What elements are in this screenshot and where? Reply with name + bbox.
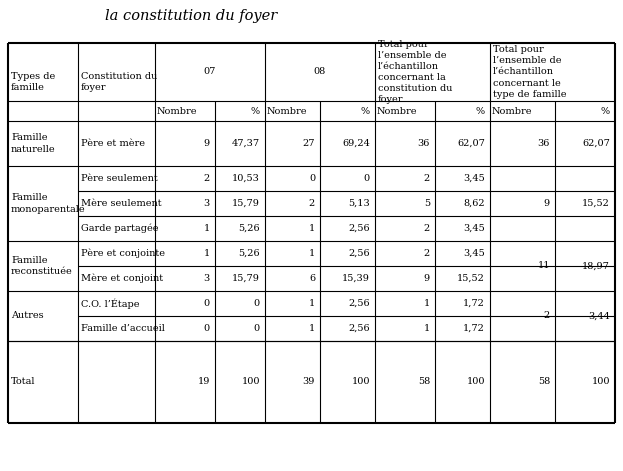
Text: 9: 9	[204, 139, 210, 148]
Text: 2,56: 2,56	[348, 324, 370, 333]
Text: Constitution du
foyer: Constitution du foyer	[81, 72, 158, 92]
Text: 3,45: 3,45	[464, 174, 485, 183]
Text: 15,52: 15,52	[457, 274, 485, 283]
Text: Mère et conjoint: Mère et conjoint	[81, 274, 163, 283]
Text: Père et conjointe: Père et conjointe	[81, 249, 165, 258]
Text: Nombre: Nombre	[492, 106, 533, 115]
Text: 36: 36	[538, 139, 550, 148]
Text: 0: 0	[204, 324, 210, 333]
Text: 2: 2	[424, 224, 430, 233]
Text: 2,56: 2,56	[348, 299, 370, 308]
Text: 5,26: 5,26	[239, 224, 260, 233]
Text: Famille
monoparentale: Famille monoparentale	[11, 194, 85, 213]
Text: 36: 36	[417, 139, 430, 148]
Text: Nombre: Nombre	[377, 106, 417, 115]
Text: 5,13: 5,13	[348, 199, 370, 208]
Text: Père seulement: Père seulement	[81, 174, 158, 183]
Text: C.O. l’Étape: C.O. l’Étape	[81, 298, 140, 309]
Text: 1: 1	[309, 324, 315, 333]
Text: 1: 1	[309, 249, 315, 258]
Text: 8,62: 8,62	[464, 199, 485, 208]
Text: 08: 08	[314, 67, 326, 76]
Text: 3: 3	[204, 274, 210, 283]
Text: 100: 100	[242, 377, 260, 387]
Text: 100: 100	[591, 377, 610, 387]
Text: %: %	[251, 106, 260, 115]
Text: Père et mère: Père et mère	[81, 139, 145, 148]
Text: 0: 0	[254, 299, 260, 308]
Text: 5: 5	[424, 199, 430, 208]
Text: 2: 2	[204, 174, 210, 183]
Text: 15,39: 15,39	[342, 274, 370, 283]
Text: %: %	[361, 106, 370, 115]
Text: Total: Total	[11, 377, 36, 387]
Text: 3: 3	[204, 199, 210, 208]
Text: 1: 1	[204, 249, 210, 258]
Text: 2: 2	[309, 199, 315, 208]
Text: 19: 19	[197, 377, 210, 387]
Text: 58: 58	[418, 377, 430, 387]
Text: 0: 0	[364, 174, 370, 183]
Text: 1: 1	[204, 224, 210, 233]
Text: 2: 2	[544, 311, 550, 320]
Text: 1: 1	[424, 324, 430, 333]
Text: 62,07: 62,07	[582, 139, 610, 148]
Text: 2,56: 2,56	[348, 249, 370, 258]
Text: Famille
naturelle: Famille naturelle	[11, 133, 55, 154]
Text: 15,79: 15,79	[232, 199, 260, 208]
Text: 69,24: 69,24	[342, 139, 370, 148]
Text: 0: 0	[204, 299, 210, 308]
Text: la constitution du foyer: la constitution du foyer	[105, 9, 277, 23]
Text: Total pour
l’ensemble de
l’échantillon
concernant le
type de famille: Total pour l’ensemble de l’échantillon c…	[493, 45, 566, 99]
Text: Nombre: Nombre	[267, 106, 308, 115]
Text: Autres: Autres	[11, 311, 44, 320]
Text: Garde partagée: Garde partagée	[81, 224, 158, 233]
Text: 47,37: 47,37	[232, 139, 260, 148]
Text: Total pour
l’ensemble de
l’échantillon
concernant la
constitution du
foyer: Total pour l’ensemble de l’échantillon c…	[378, 40, 452, 104]
Text: 1,72: 1,72	[463, 299, 485, 308]
Text: 100: 100	[467, 377, 485, 387]
Text: 1: 1	[309, 299, 315, 308]
Text: 9: 9	[544, 199, 550, 208]
Text: 11: 11	[538, 261, 550, 270]
Text: 1: 1	[309, 224, 315, 233]
Text: 58: 58	[538, 377, 550, 387]
Text: 39: 39	[303, 377, 315, 387]
Text: 0: 0	[309, 174, 315, 183]
Text: 15,79: 15,79	[232, 274, 260, 283]
Text: 15,52: 15,52	[582, 199, 610, 208]
Text: 2: 2	[424, 174, 430, 183]
Text: 3,45: 3,45	[464, 249, 485, 258]
Text: 3,45: 3,45	[464, 224, 485, 233]
Text: Famille d’accueil: Famille d’accueil	[81, 324, 165, 333]
Text: Nombre: Nombre	[157, 106, 197, 115]
Text: %: %	[601, 106, 610, 115]
Text: 2: 2	[424, 249, 430, 258]
Text: 07: 07	[204, 67, 216, 76]
Text: 62,07: 62,07	[457, 139, 485, 148]
Text: 3,44: 3,44	[588, 311, 610, 320]
Text: 5,26: 5,26	[239, 249, 260, 258]
Text: 2,56: 2,56	[348, 224, 370, 233]
Text: 9: 9	[424, 274, 430, 283]
Text: Famille
reconstituée: Famille reconstituée	[11, 256, 73, 276]
Text: Types de
famille: Types de famille	[11, 72, 55, 92]
Text: 27: 27	[303, 139, 315, 148]
Text: 0: 0	[254, 324, 260, 333]
Text: 18,97: 18,97	[582, 261, 610, 270]
Text: Mère seulement: Mère seulement	[81, 199, 161, 208]
Text: 6: 6	[309, 274, 315, 283]
Text: 100: 100	[351, 377, 370, 387]
Text: 10,53: 10,53	[232, 174, 260, 183]
Text: 1,72: 1,72	[463, 324, 485, 333]
Text: %: %	[476, 106, 485, 115]
Text: 1: 1	[424, 299, 430, 308]
